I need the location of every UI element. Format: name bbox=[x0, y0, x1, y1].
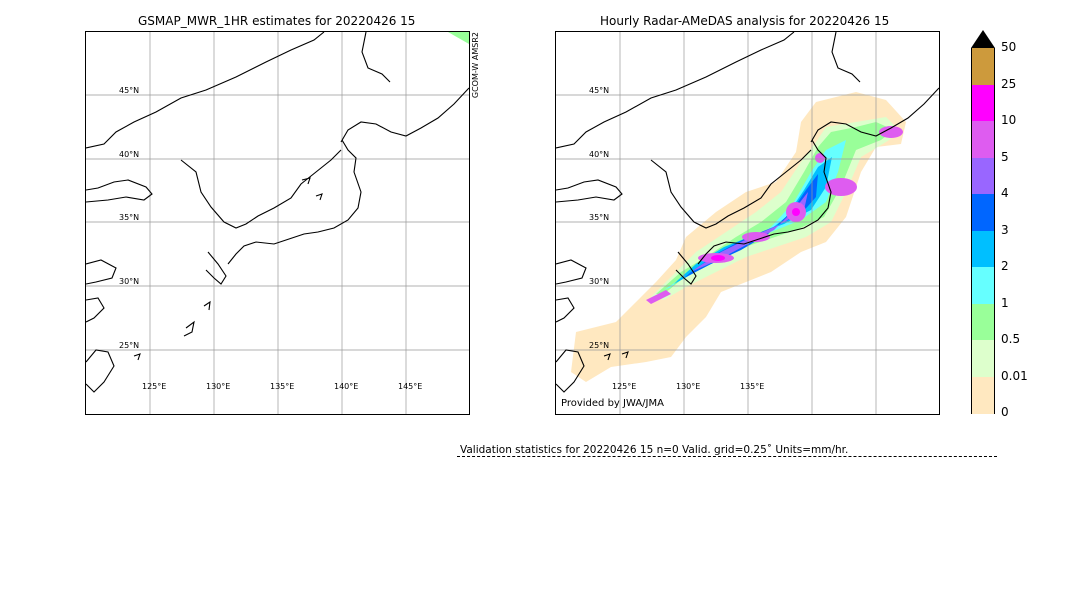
left-lon-label-135: 135°E bbox=[270, 382, 295, 391]
satellite-label: GCOM-W AMSR2 bbox=[471, 32, 480, 98]
colorbar-segment bbox=[972, 194, 994, 231]
colorbar-tick-label: 1 bbox=[1001, 295, 1009, 310]
colorbar-tick-label: 0.01 bbox=[1001, 368, 1028, 383]
colorbar-tick-label: 0 bbox=[1001, 405, 1009, 419]
right-lat-label-35: 35°N bbox=[589, 213, 610, 222]
left-lat-label-40: 40°N bbox=[119, 150, 140, 159]
colorbar-tick-label: 2 bbox=[1001, 259, 1009, 273]
left-lon-label-145: 145°E bbox=[398, 382, 423, 391]
right-precip-field bbox=[571, 92, 906, 382]
colorbar bbox=[971, 48, 995, 414]
colorbar-tick-label: 50 bbox=[1001, 40, 1017, 54]
left-map-title: GSMAP_MWR_1HR estimates for 20220426 15 bbox=[138, 14, 416, 28]
left-lon-label-140: 140°E bbox=[334, 382, 359, 391]
left-gridlines bbox=[86, 32, 469, 414]
data-credit: Provided by JWA/JMA bbox=[561, 398, 664, 409]
left-lat-label-30: 30°N bbox=[119, 277, 140, 286]
right-lon-label-125: 125°E bbox=[612, 382, 637, 391]
colorbar-segment bbox=[972, 267, 994, 304]
colorbar-tick-label: 3 bbox=[1001, 222, 1009, 237]
left-lat-label-35: 35°N bbox=[119, 213, 140, 222]
colorbar-segment bbox=[972, 157, 994, 195]
colorbar-segment bbox=[972, 376, 994, 414]
colorbar-tick-label: 25 bbox=[1001, 76, 1017, 91]
right-map: 45°N 40°N 35°N 30°N 25°N 125°E 130°E 135… bbox=[555, 31, 940, 415]
colorbar-segment bbox=[972, 48, 994, 85]
colorbar-tick-label: 10 bbox=[1001, 113, 1017, 127]
satellite-label-line2: AMSR2 bbox=[471, 32, 480, 61]
satellite-label-line1: GCOM-W bbox=[471, 62, 480, 99]
colorbar-tick-label: 0.5 bbox=[1001, 332, 1021, 346]
left-lat-label-25: 25°N bbox=[119, 341, 140, 350]
colorbar-segment bbox=[972, 340, 994, 377]
colorbar-tick-label: 5 bbox=[1001, 149, 1009, 164]
colorbar-tick-label: 4 bbox=[1001, 186, 1009, 200]
right-lat-label-40: 40°N bbox=[589, 150, 610, 159]
left-map: 45°N 40°N 35°N 30°N 25°N 125°E 130°E 135… bbox=[85, 31, 470, 415]
validation-divider bbox=[457, 456, 997, 457]
colorbar-segment bbox=[972, 121, 994, 158]
left-lat-label-45: 45°N bbox=[119, 86, 140, 95]
right-map-svg bbox=[556, 32, 939, 414]
right-lon-label-135: 135°E bbox=[740, 382, 765, 391]
left-map-svg bbox=[86, 32, 469, 414]
right-lat-label-25: 25°N bbox=[589, 341, 610, 350]
right-lat-label-30: 30°N bbox=[589, 277, 610, 286]
colorbar-segment bbox=[972, 303, 994, 341]
left-lon-label-130: 130°E bbox=[206, 382, 231, 391]
right-lat-label-45: 45°N bbox=[589, 86, 610, 95]
colorbar-segment bbox=[972, 84, 994, 122]
colorbar-extend-arrow bbox=[971, 30, 995, 48]
colorbar-segment bbox=[972, 230, 994, 268]
left-rain-patch bbox=[448, 32, 469, 44]
left-lon-label-125: 125°E bbox=[142, 382, 167, 391]
right-lon-label-130: 130°E bbox=[676, 382, 701, 391]
right-coastlines bbox=[556, 32, 939, 393]
right-map-title: Hourly Radar-AMeDAS analysis for 2022042… bbox=[600, 14, 890, 28]
validation-statistics: Validation statistics for 20220426 15 n=… bbox=[460, 444, 849, 456]
right-gridlines bbox=[556, 32, 939, 414]
left-coastlines bbox=[86, 32, 469, 393]
